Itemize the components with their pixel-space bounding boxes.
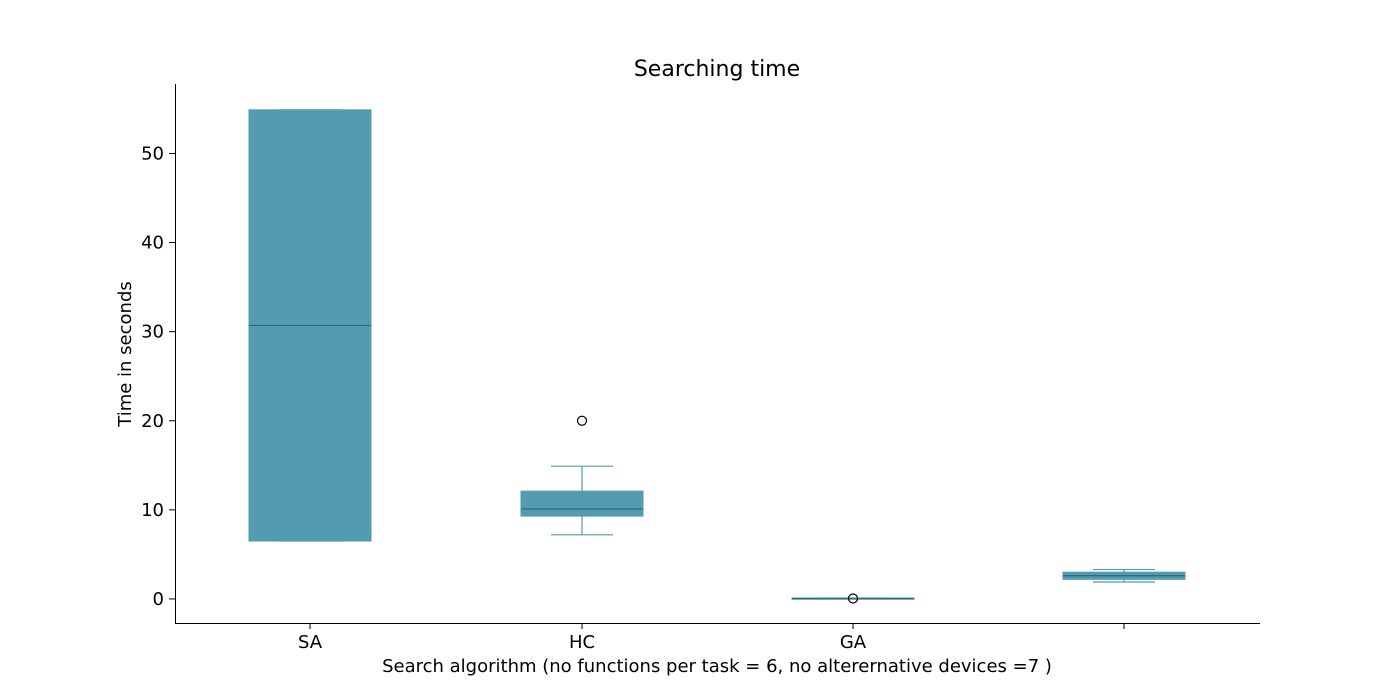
boxes	[248, 109, 1186, 604]
y-tick-label: 0	[153, 589, 164, 610]
y-tick-label: 10	[141, 500, 164, 521]
chart-title: Searching time	[634, 57, 800, 82]
outlier-point	[576, 415, 588, 426]
y-tick-label: 20	[141, 411, 164, 432]
outlier-point	[847, 593, 859, 604]
y-tick-label: 30	[141, 322, 164, 343]
box-group	[791, 593, 915, 604]
y-ticks: 0 10 20 30 40 50	[141, 143, 175, 610]
x-tick-label: GA	[840, 632, 867, 653]
x-ticks: SA HC GA	[298, 623, 1125, 653]
box-group	[1062, 568, 1186, 583]
y-tick-label: 50	[141, 143, 164, 164]
y-axis-label: Time in seconds	[115, 281, 136, 427]
x-axis-label: Search algorithm (no functions per task …	[382, 656, 1052, 677]
box-iqr	[520, 490, 644, 517]
x-tick-label: HC	[569, 632, 595, 653]
y-tick-label: 40	[141, 233, 164, 254]
box-group	[520, 415, 644, 536]
x-tick-label: SA	[298, 632, 323, 653]
box-group	[248, 109, 372, 542]
